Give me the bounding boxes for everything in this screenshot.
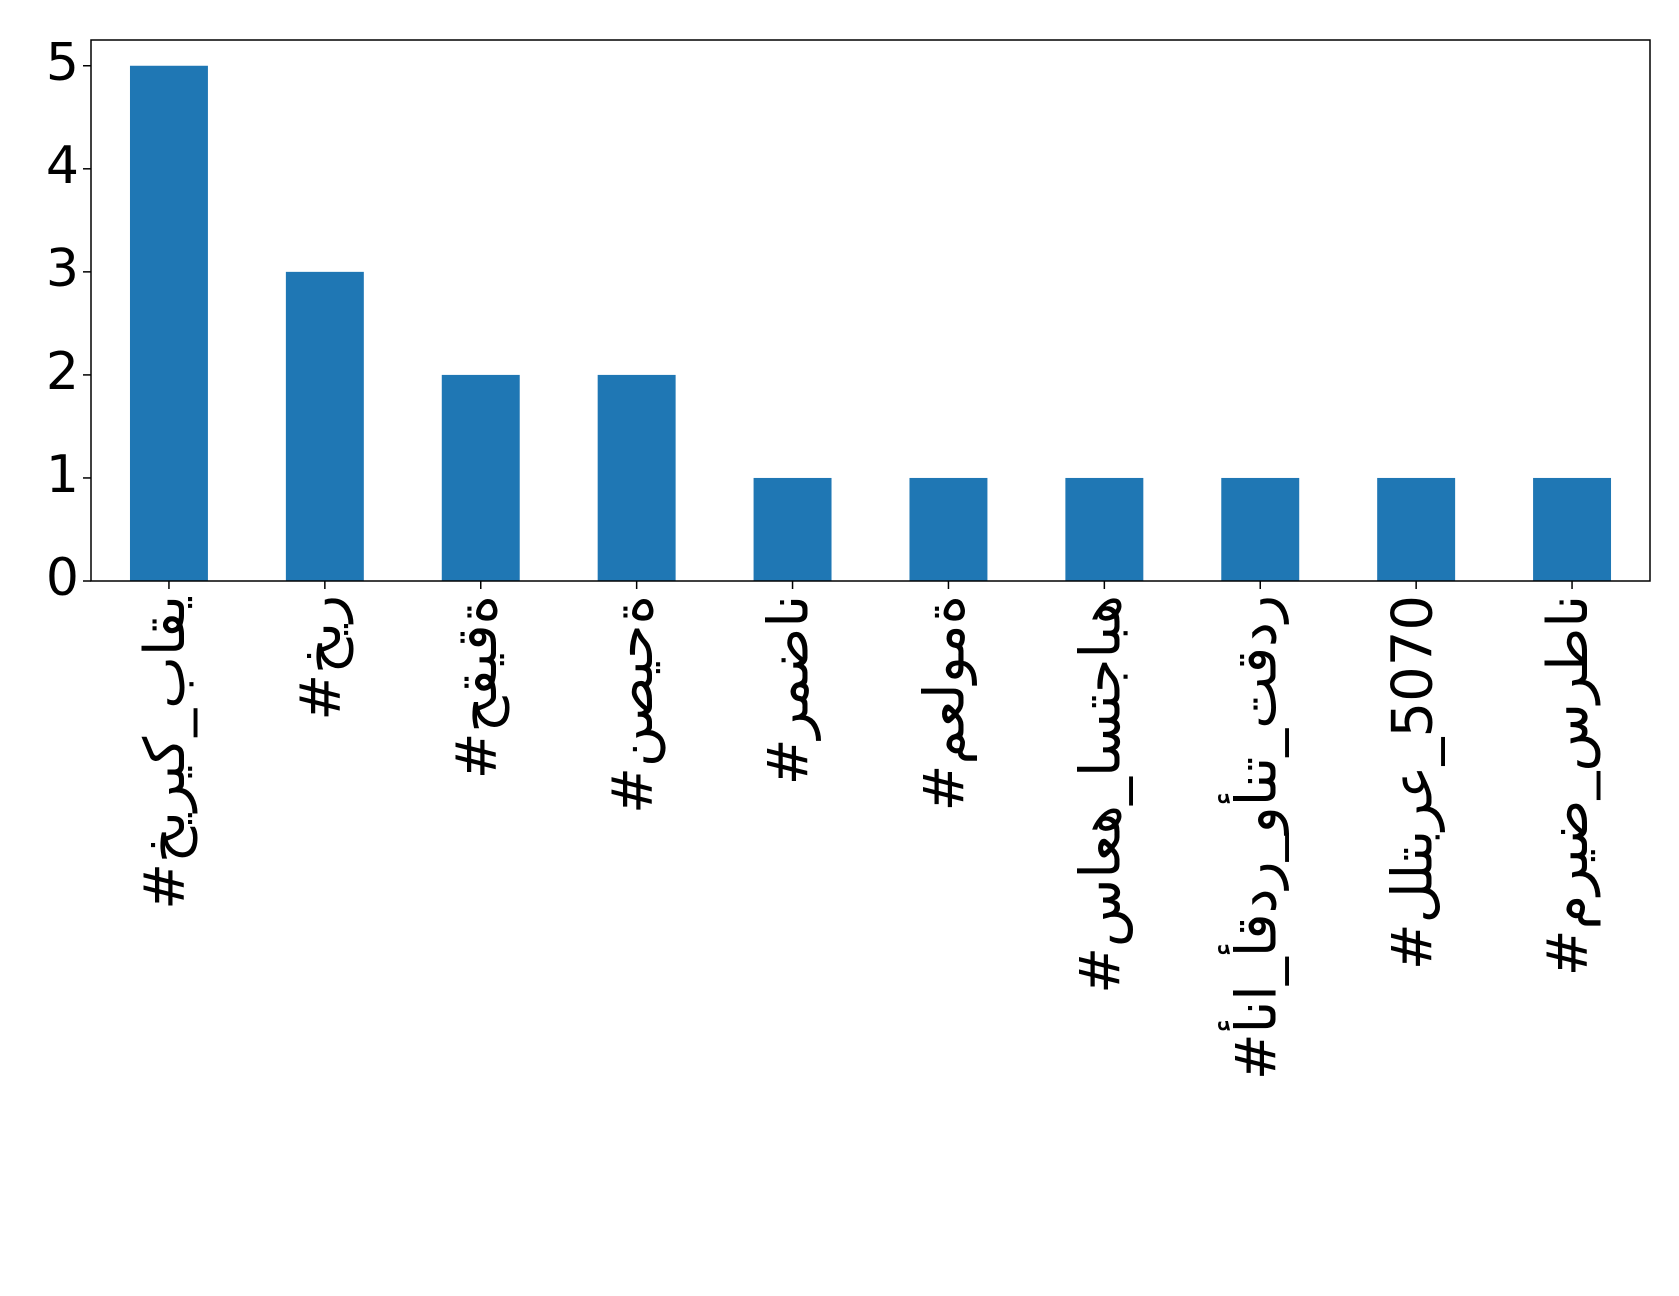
y-tick-label: 1: [46, 445, 79, 505]
bar: [441, 374, 520, 581]
x-tick-label: #رمضان: [757, 595, 822, 785]
y-tick-label: 2: [46, 342, 79, 402]
x-tick-label: #خير: [289, 595, 354, 721]
x-tick-label: #نصيحة: [601, 595, 666, 814]
y-tick-label: 3: [46, 239, 79, 299]
bar: [597, 374, 676, 581]
x-tick-label: #خيريك_باقي: [133, 595, 198, 910]
x-tick-label: #ساعه_استجابه: [1068, 595, 1133, 994]
x-tick-label: #مريض_سرطان: [1536, 595, 1601, 976]
bar: [1533, 477, 1612, 581]
y-tick-label: 0: [46, 548, 79, 608]
plot-frame: [90, 39, 1651, 582]
y-tick-label: 5: [46, 33, 79, 93]
bar: [909, 477, 988, 581]
x-tick-label: #للتبرع_5070: [1380, 595, 1445, 970]
bar: [1377, 477, 1456, 581]
x-tick-label: #معلومة: [913, 595, 978, 812]
bar: [285, 271, 364, 581]
bar: [753, 477, 832, 581]
x-tick-label: #حقيقة: [445, 595, 510, 779]
bar: [1221, 477, 1300, 581]
bar: [1065, 477, 1144, 581]
y-tick-label: 4: [46, 136, 79, 196]
x-tick-label: #أنا_أقدر_وأنت_تقدر: [1217, 595, 1289, 1080]
bar: [129, 65, 208, 581]
